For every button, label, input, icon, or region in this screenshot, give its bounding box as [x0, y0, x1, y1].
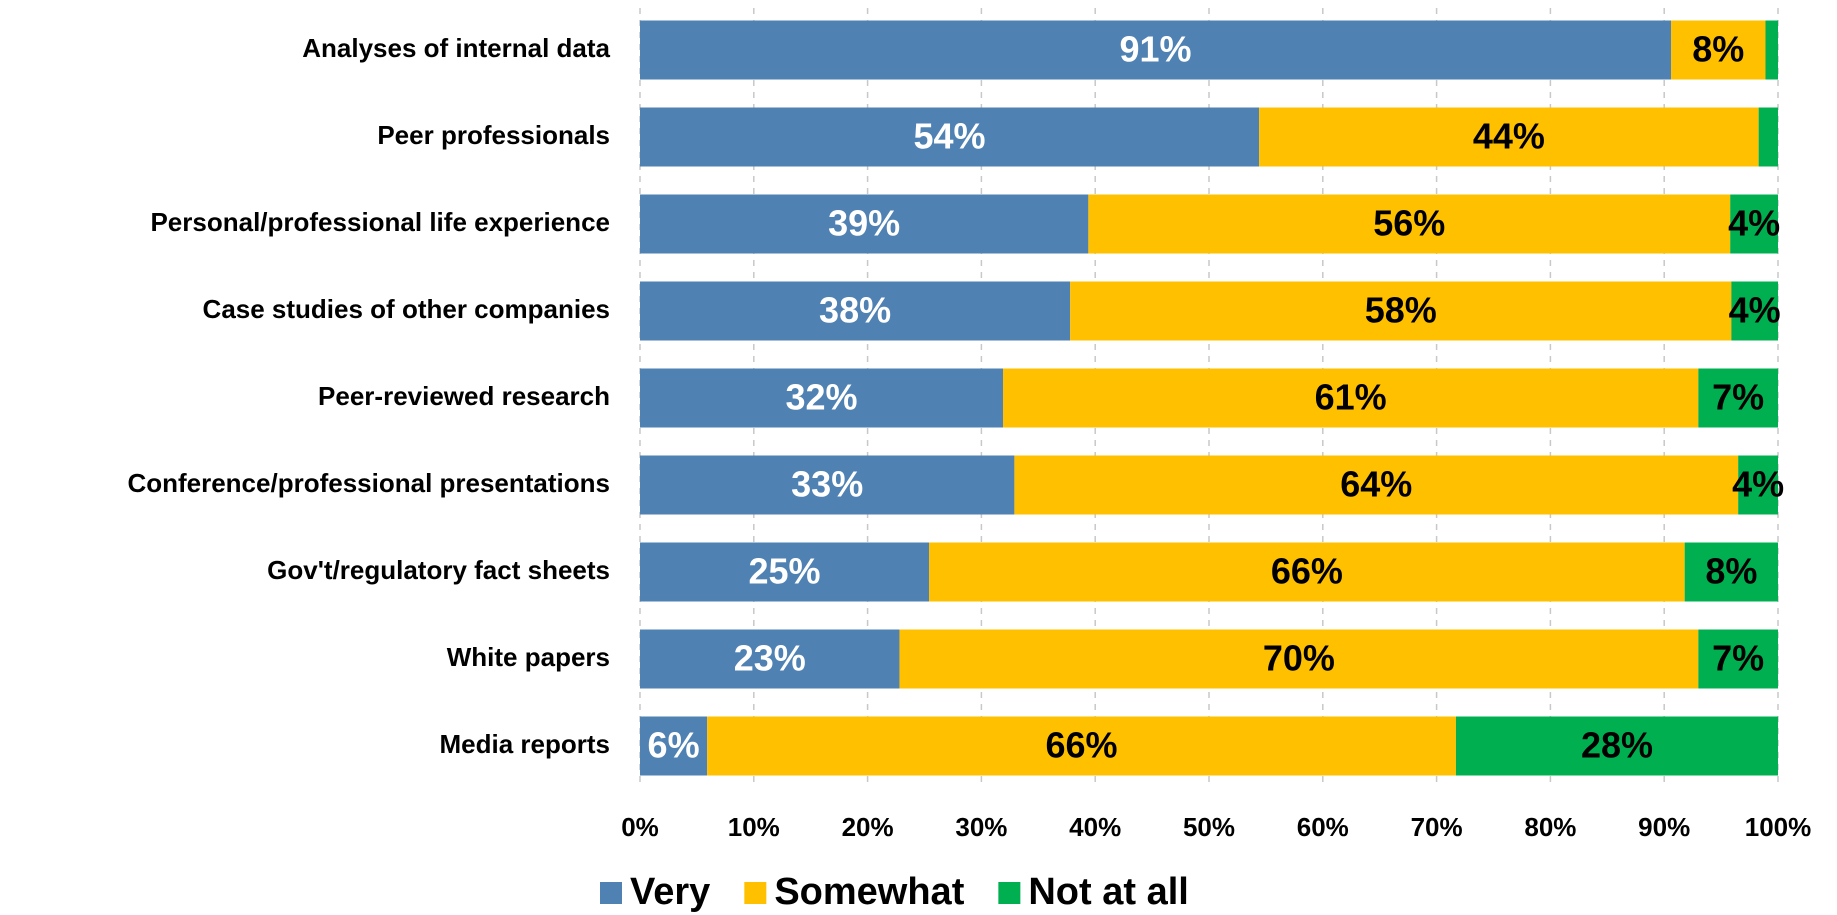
bar-segment [640, 542, 930, 602]
category-label: Media reports [440, 729, 611, 759]
x-tick-label: 70% [1411, 812, 1463, 842]
bar-segment [640, 107, 1260, 167]
value-label: 58% [1365, 290, 1437, 331]
bar-segment [640, 368, 1004, 428]
x-tick-label: 40% [1069, 812, 1121, 842]
category-label: Conference/professional presentations [127, 468, 610, 498]
value-label: 6% [648, 725, 700, 766]
value-label: 7% [1712, 377, 1764, 418]
category-label: Peer-reviewed research [318, 381, 610, 411]
category-label: Analyses of internal data [302, 33, 610, 63]
legend-swatch [998, 882, 1021, 904]
bar-segment [1014, 455, 1739, 515]
value-label: 39% [828, 203, 900, 244]
value-label: 32% [785, 377, 857, 418]
value-label: 4% [1729, 290, 1781, 331]
category-label: White papers [447, 642, 610, 672]
bar-segment [1738, 455, 1778, 515]
value-label: 8% [1705, 551, 1757, 592]
value-label: 44% [1473, 116, 1545, 157]
value-label: 25% [748, 551, 820, 592]
value-label: 61% [1315, 377, 1387, 418]
bar-segment [899, 629, 1699, 689]
value-label: 4% [1732, 464, 1784, 505]
value-label: 54% [914, 116, 986, 157]
value-label: 64% [1340, 464, 1412, 505]
bar-segment [1259, 107, 1759, 167]
bar-segment [1758, 107, 1778, 167]
bar-segment [1731, 281, 1778, 341]
x-tick-label: 50% [1183, 812, 1235, 842]
x-tick-label: 80% [1524, 812, 1576, 842]
value-label: 66% [1271, 551, 1343, 592]
category-label: Peer professionals [377, 120, 610, 150]
bar-segment [640, 20, 1672, 80]
category-label: Case studies of other companies [203, 294, 610, 324]
x-tick-label: 10% [728, 812, 780, 842]
value-label: 8% [1692, 29, 1744, 70]
bar-segment [1671, 20, 1766, 80]
bar-segment [1698, 629, 1778, 689]
bar-segment [640, 629, 900, 689]
bars [640, 20, 1778, 776]
bar-segment [1070, 281, 1732, 341]
value-label: 33% [791, 464, 863, 505]
bar-segment [640, 281, 1071, 341]
value-label: 91% [1119, 29, 1191, 70]
bar-segment [640, 455, 1015, 515]
value-label: 4% [1728, 203, 1780, 244]
category-label: Gov't/regulatory fact sheets [267, 555, 610, 585]
legend-label: Not at all [1028, 871, 1188, 913]
bar-segment [1684, 542, 1778, 602]
legend-swatch [744, 882, 767, 904]
value-label: 70% [1263, 638, 1335, 679]
legend-swatch [600, 882, 622, 904]
value-label: 7% [1712, 638, 1764, 679]
legend-label: Very [630, 871, 710, 913]
bar-segment [707, 716, 1456, 776]
category-label: Personal/professional life experience [150, 207, 610, 237]
x-tick-label: 0% [621, 812, 659, 842]
x-tick-label: 60% [1297, 812, 1349, 842]
value-label: 23% [734, 638, 806, 679]
legend-label: Somewhat [774, 871, 964, 913]
x-tick-label: 90% [1638, 812, 1690, 842]
bar-segment [1765, 20, 1778, 80]
bar-segment [640, 194, 1089, 254]
bar-segment [929, 542, 1685, 602]
bar-segment [1730, 194, 1778, 254]
x-tick-label: 20% [842, 812, 894, 842]
bar-segment [1455, 716, 1778, 776]
bar-segment [1003, 368, 1699, 428]
bar-segment [640, 716, 708, 776]
bar-segment [1088, 194, 1731, 254]
x-tick-label: 100% [1745, 812, 1812, 842]
bar-segment [1698, 368, 1778, 428]
value-label: 28% [1581, 725, 1653, 766]
value-label: 56% [1373, 203, 1445, 244]
x-tick-label: 30% [955, 812, 1007, 842]
value-label: 66% [1046, 725, 1118, 766]
value-label: 38% [819, 290, 891, 331]
